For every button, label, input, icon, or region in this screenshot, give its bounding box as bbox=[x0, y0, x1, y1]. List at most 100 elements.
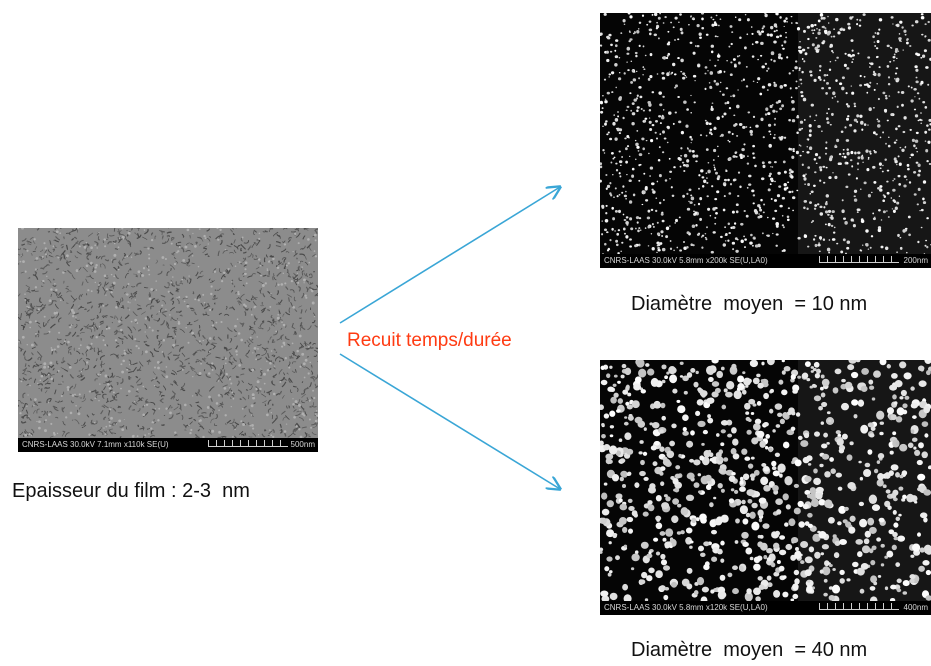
nanoparticle bbox=[735, 518, 740, 524]
film-grain bbox=[313, 396, 316, 400]
nanoparticle bbox=[606, 500, 614, 508]
film-grain bbox=[50, 377, 54, 381]
nanoparticle bbox=[907, 442, 914, 449]
film-crack bbox=[287, 296, 290, 302]
film-crack bbox=[42, 410, 46, 416]
film-grain bbox=[142, 385, 145, 388]
nanoparticle bbox=[647, 504, 655, 512]
film-crack bbox=[117, 229, 122, 232]
nanoparticle bbox=[698, 388, 704, 394]
film-grain bbox=[147, 269, 150, 272]
nanoparticle bbox=[857, 52, 860, 55]
film-grain bbox=[161, 256, 165, 259]
film-grain bbox=[150, 287, 154, 291]
nanoparticle bbox=[859, 476, 864, 481]
nanoparticle bbox=[926, 160, 929, 163]
nanoparticle bbox=[835, 79, 838, 82]
nanoparticle bbox=[823, 206, 826, 209]
nanoparticle bbox=[682, 76, 686, 80]
nanoparticle bbox=[669, 240, 672, 242]
nanoparticle bbox=[904, 146, 907, 149]
film-crack bbox=[270, 295, 276, 300]
nanoparticle bbox=[793, 507, 801, 515]
nanoparticle bbox=[741, 148, 745, 152]
nanoparticle bbox=[893, 536, 899, 541]
nanoparticle bbox=[720, 366, 725, 371]
nanoparticle bbox=[605, 211, 608, 215]
film-crack bbox=[114, 392, 120, 397]
film-crack bbox=[86, 257, 89, 261]
nanoparticle bbox=[928, 162, 931, 166]
film-grain bbox=[250, 313, 253, 316]
nanoparticle bbox=[872, 217, 876, 221]
film-crack bbox=[125, 284, 129, 289]
film-crack bbox=[314, 385, 318, 389]
nanoparticle bbox=[926, 370, 931, 376]
film-grain bbox=[198, 419, 201, 423]
film-crack bbox=[300, 309, 303, 314]
nanoparticle bbox=[616, 409, 621, 413]
film-crack bbox=[281, 381, 287, 388]
nanoparticle bbox=[677, 503, 682, 508]
film-crack bbox=[156, 376, 158, 380]
film-grain bbox=[44, 429, 47, 433]
nanoparticle bbox=[826, 117, 829, 121]
film-crack bbox=[146, 265, 148, 268]
film-crack bbox=[83, 394, 85, 400]
nanoparticle bbox=[689, 540, 694, 544]
film-grain bbox=[259, 264, 262, 267]
nanoparticle bbox=[689, 41, 693, 45]
nanoparticle bbox=[652, 225, 655, 228]
film-crack bbox=[50, 293, 52, 297]
film-crack bbox=[179, 310, 182, 314]
nanoparticle bbox=[690, 138, 693, 141]
nanoparticle bbox=[850, 85, 853, 87]
film-crack bbox=[200, 302, 204, 307]
nanoparticle bbox=[766, 216, 769, 219]
film-crack bbox=[70, 400, 75, 404]
nanoparticle bbox=[902, 49, 904, 51]
nanoparticle bbox=[601, 107, 604, 110]
nanoparticle bbox=[627, 392, 632, 397]
nanoparticle bbox=[927, 20, 930, 24]
nanoparticle bbox=[872, 165, 876, 169]
film-crack bbox=[69, 230, 74, 233]
nanoparticle bbox=[800, 82, 803, 85]
film-crack bbox=[276, 265, 278, 268]
nanoparticle bbox=[915, 80, 919, 84]
nanoparticle bbox=[818, 156, 821, 159]
nanoparticle bbox=[843, 63, 847, 68]
film-grain bbox=[93, 270, 97, 273]
nanoparticle bbox=[669, 374, 678, 384]
nanoparticle bbox=[654, 441, 660, 446]
film-grain bbox=[45, 419, 47, 422]
film-crack bbox=[223, 369, 226, 375]
nanoparticle bbox=[801, 372, 809, 379]
nanoparticle bbox=[774, 452, 781, 458]
film-grain bbox=[238, 261, 241, 264]
nanoparticle bbox=[703, 564, 710, 571]
film-crack bbox=[195, 271, 199, 277]
film-crack bbox=[41, 410, 44, 413]
nanoparticle bbox=[841, 433, 848, 440]
film-crack bbox=[235, 291, 237, 295]
nanoparticle bbox=[876, 479, 884, 487]
nanoparticle bbox=[836, 100, 839, 103]
film-crack bbox=[189, 365, 195, 370]
film-grain bbox=[200, 362, 202, 365]
nanoparticle bbox=[820, 386, 824, 391]
film-crack bbox=[177, 241, 182, 244]
film-crack bbox=[285, 251, 290, 254]
film-crack bbox=[100, 349, 103, 354]
nanoparticle bbox=[723, 457, 729, 462]
film-grain bbox=[107, 383, 110, 386]
nanoparticle bbox=[751, 43, 754, 46]
nanoparticle bbox=[773, 23, 778, 28]
nanoparticle bbox=[803, 118, 806, 121]
nanoparticle bbox=[828, 68, 832, 71]
film-grain bbox=[272, 257, 275, 261]
nanoparticle bbox=[869, 81, 872, 84]
film-crack bbox=[252, 254, 254, 258]
nanoparticle bbox=[653, 537, 659, 542]
film-grain bbox=[311, 289, 314, 293]
